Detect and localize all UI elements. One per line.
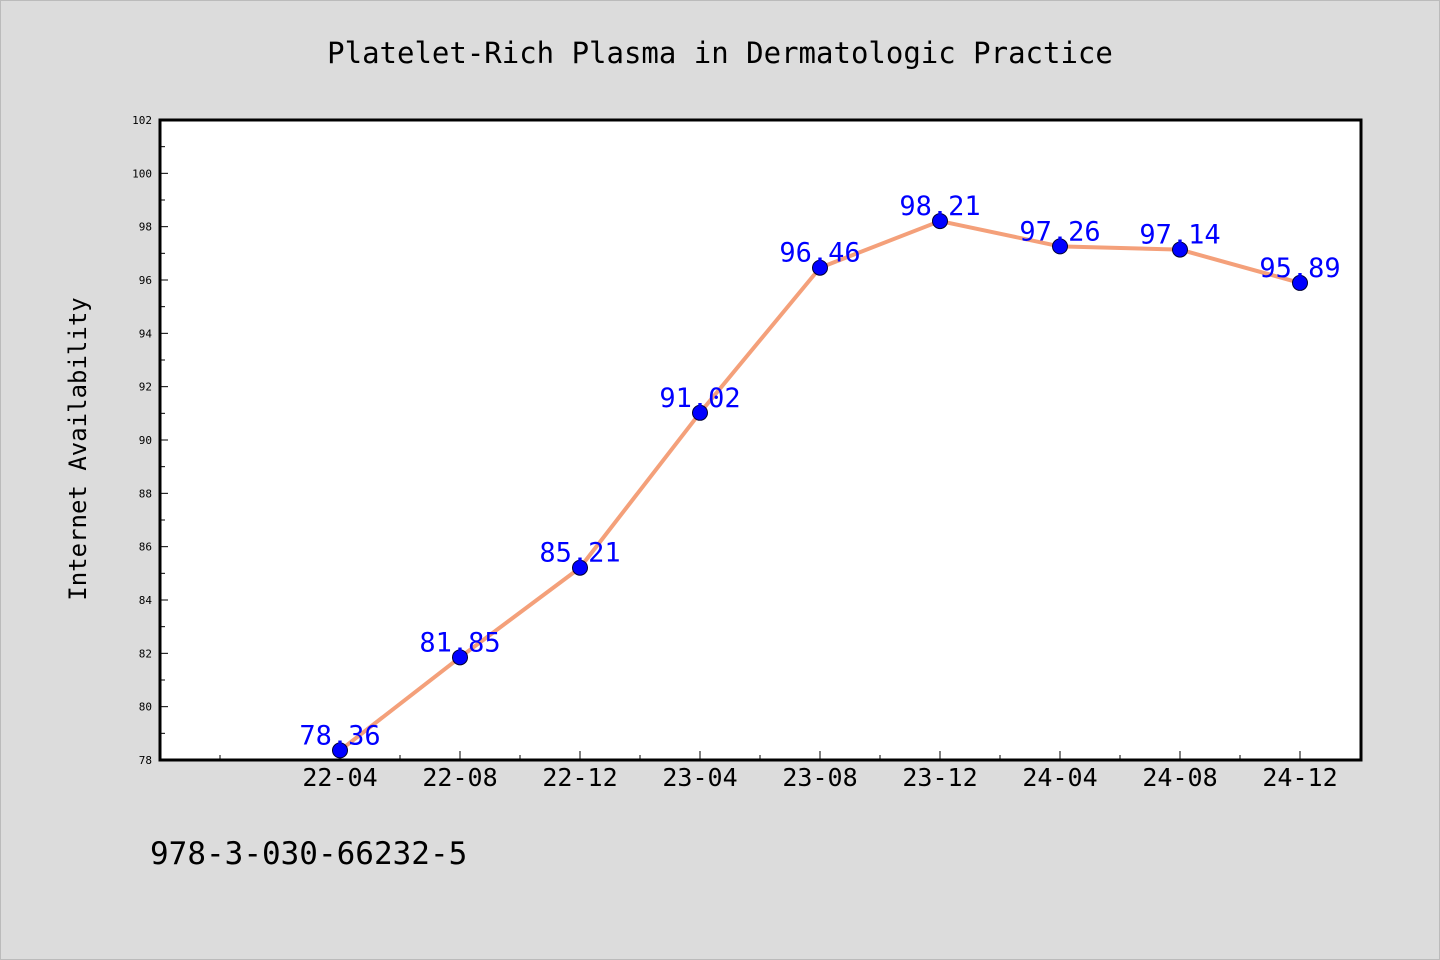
series-markers — [332, 213, 1308, 759]
x-axis: 22-04 22-08 22-12 23-04 23-08 23-12 24-04 24-08… — [219, 751, 1338, 792]
data-label: 98.21 — [899, 191, 980, 222]
x-tick-label: 24-04 — [1022, 763, 1097, 792]
y-tick-label: 98 — [139, 221, 152, 234]
y-tick-label: 80 — [139, 701, 152, 714]
data-point — [1052, 238, 1068, 255]
x-tick-label: 22-04 — [302, 763, 377, 792]
x-tick-label: 24-12 — [1262, 763, 1337, 792]
data-label: 78.36 — [299, 720, 380, 751]
data-point — [332, 742, 348, 759]
x-tick-label: 23-04 — [662, 763, 737, 792]
y-tick-label: 94 — [139, 327, 153, 340]
data-label: 85.21 — [539, 538, 620, 569]
x-tick-label: 22-08 — [422, 763, 497, 792]
data-label: 97.26 — [1019, 216, 1100, 247]
data-point — [932, 213, 948, 230]
footer-isbn: 978-3-030-66232-5 — [150, 836, 467, 872]
data-point — [452, 649, 468, 666]
data-label: 95.89 — [1259, 253, 1340, 284]
data-label: 81.85 — [419, 627, 500, 658]
plot-border — [158, 118, 1363, 762]
y-tick-label: 90 — [139, 434, 152, 447]
x-tick-label: 22-12 — [542, 763, 617, 792]
y-tick-label: 82 — [139, 647, 152, 660]
chart-title: Platelet-Rich Plasma in Dermatologic Pra… — [327, 36, 1113, 70]
data-point — [572, 559, 588, 576]
data-point — [692, 404, 708, 421]
data-label: 97.14 — [1139, 220, 1220, 251]
y-tick-label: 84 — [139, 594, 153, 607]
x-tick-label: 23-08 — [782, 763, 857, 792]
data-point — [1292, 274, 1308, 291]
y-tick-label: 86 — [139, 541, 152, 554]
y-tick-label: 78 — [139, 754, 152, 767]
data-label: 91.02 — [659, 383, 740, 414]
y-tick-label: 92 — [139, 381, 152, 394]
y-tick-label: 88 — [139, 487, 152, 500]
y-axis: 78 80 82 84 86 88 90 92 94 96 98 100 102 — [132, 114, 168, 767]
data-point — [1172, 241, 1188, 258]
data-label: 96.46 — [779, 238, 860, 269]
y-axis-label: Internet Availability — [64, 297, 92, 600]
x-tick-label: 23-12 — [902, 763, 977, 792]
data-labels: 78.36 81.85 85.21 91.02 96.46 98.21 97.26 97.14… — [299, 191, 1340, 751]
plot-area — [160, 120, 1361, 760]
data-point — [812, 259, 828, 276]
x-tick-label: 24-08 — [1142, 763, 1217, 792]
y-tick-label: 100 — [132, 167, 152, 180]
y-tick-label: 96 — [139, 274, 152, 287]
y-tick-label: 102 — [132, 114, 152, 127]
